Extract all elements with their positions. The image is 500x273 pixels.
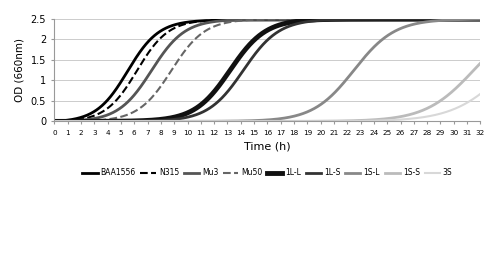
X-axis label: Time (h): Time (h) — [244, 141, 290, 151]
Y-axis label: OD (660nm): OD (660nm) — [15, 38, 25, 102]
Legend: BAA1556, N315, Mu3, Mu50, 1L-L, 1L-S, 1S-L, 1S-S, 3S: BAA1556, N315, Mu3, Mu50, 1L-L, 1L-S, 1S… — [82, 168, 452, 177]
